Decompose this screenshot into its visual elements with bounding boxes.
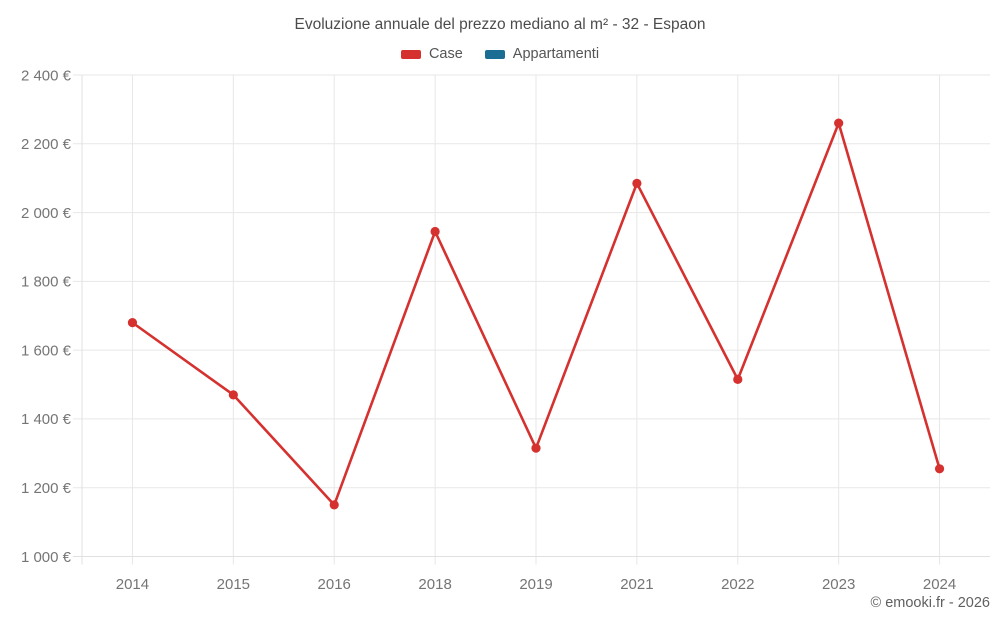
- svg-text:2019: 2019: [519, 576, 552, 593]
- svg-text:1 400 €: 1 400 €: [21, 411, 72, 428]
- appartamenti-series-swatch-icon: [484, 49, 505, 59]
- chart-title: Evoluzione annuale del prezzo mediano al…: [294, 16, 706, 33]
- case-series-swatch-icon: [400, 49, 421, 59]
- svg-text:2 200 €: 2 200 €: [21, 136, 72, 153]
- legend-item-appartamenti[interactable]: Appartamenti: [484, 46, 600, 62]
- svg-text:1 000 €: 1 000 €: [21, 549, 72, 566]
- svg-text:2022: 2022: [721, 576, 754, 593]
- svg-text:2018: 2018: [418, 576, 451, 593]
- legend-label-case: Case: [428, 46, 463, 62]
- legend-label-appartamenti: Appartamenti: [512, 46, 600, 62]
- svg-text:2016: 2016: [318, 576, 351, 593]
- legend-item-case[interactable]: Case: [400, 46, 463, 62]
- svg-text:1 600 €: 1 600 €: [21, 342, 72, 359]
- svg-text:2024: 2024: [923, 576, 956, 593]
- svg-text:2023: 2023: [822, 576, 855, 593]
- svg-text:2 400 €: 2 400 €: [21, 67, 72, 84]
- svg-text:1 800 €: 1 800 €: [21, 274, 72, 291]
- copyright-credit: © emooki.fr - 2026: [870, 595, 990, 611]
- svg-text:1 200 €: 1 200 €: [21, 480, 72, 497]
- svg-text:2 000 €: 2 000 €: [21, 205, 72, 222]
- svg-text:2015: 2015: [217, 576, 250, 593]
- chart-legend: Case Appartamenti: [0, 46, 1000, 62]
- svg-text:2014: 2014: [116, 576, 149, 593]
- svg-text:2021: 2021: [620, 576, 653, 593]
